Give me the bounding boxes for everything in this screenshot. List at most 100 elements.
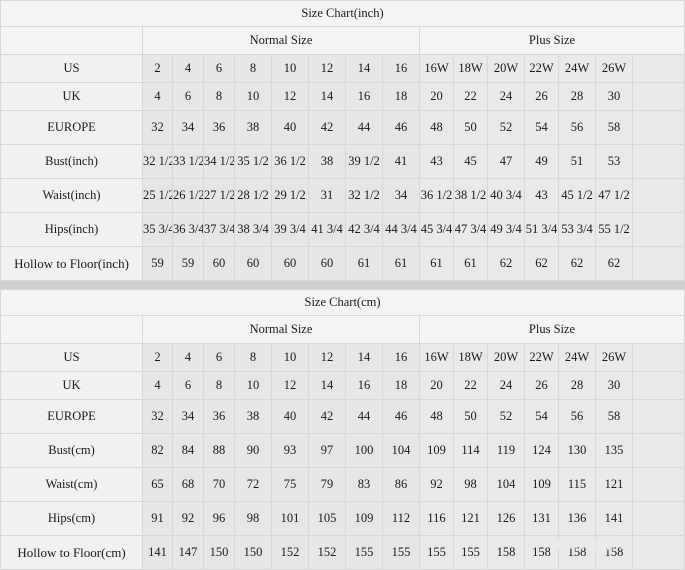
cell-hips-11: 131 (524, 501, 559, 536)
table-row: UK 4 6 8 10 12 14 16 18 20 22 24 26 28 3… (0, 371, 685, 400)
cell-europe-1: 34 (172, 399, 204, 434)
cell-us-2: 6 (203, 343, 235, 372)
cell-us-5: 12 (308, 343, 346, 372)
cell-waist-4: 29 1/2 (271, 178, 309, 213)
cell-bust-8: 109 (419, 433, 454, 468)
cell-bust-4: 36 1/2 (271, 144, 309, 179)
cell-hollow-6: 61 (345, 246, 383, 281)
cell-europe-0: 32 (142, 110, 173, 145)
cell-us-6: 14 (345, 54, 383, 83)
cell-europe-11: 54 (524, 399, 559, 434)
cell-bust-8: 43 (419, 144, 454, 179)
cell-us-9: 18W (453, 54, 488, 83)
group-blank-cell (0, 315, 143, 344)
cell-uk-2: 8 (203, 82, 235, 111)
cell-hips-10: 126 (487, 501, 525, 536)
row-label-hips: Hips(cm) (0, 501, 143, 536)
cell-uk-5: 14 (308, 371, 346, 400)
cell-europe-7: 46 (382, 399, 420, 434)
cell-europe-0: 32 (142, 399, 173, 434)
cell-europe-3: 38 (234, 399, 272, 434)
cell-bust-12: 130 (558, 433, 596, 468)
cell-hollow-8: 61 (419, 246, 454, 281)
cell-bust-9: 45 (453, 144, 488, 179)
cell-uk-6: 16 (345, 371, 383, 400)
table-row: US 2 4 6 8 10 12 14 16 16W 18W 20W 22W 2… (0, 343, 685, 372)
size-chart-cm-table: Size Chart(cm) Normal Size Plus Size US … (0, 289, 685, 570)
cell-bust-4: 93 (271, 433, 309, 468)
cell-us-7: 16 (382, 54, 420, 83)
group-header-plus-size: Plus Size (418, 26, 685, 55)
cell-us-13: 26W (595, 343, 633, 372)
row-label-uk: UK (0, 82, 143, 111)
table-row: Bust(inch) 32 1/2 33 1/2 34 1/2 35 1/2 3… (0, 144, 685, 179)
table-row: Waist(inch) 25 1/2 26 1/2 27 1/2 28 1/2 … (0, 178, 685, 213)
cell-uk-8: 20 (419, 82, 454, 111)
cell-europe-8: 48 (419, 110, 454, 145)
group-blank-cell (0, 26, 143, 55)
cell-waist-8: 92 (419, 467, 454, 502)
cell-europe-10: 52 (487, 110, 525, 145)
cell-europe-6: 44 (345, 110, 383, 145)
cell-us-6: 14 (345, 343, 383, 372)
cell-hollow-1: 147 (172, 535, 204, 570)
row-label-us: US (0, 343, 143, 372)
cell-uk-0: 4 (142, 371, 173, 400)
cell-hips-3: 98 (234, 501, 272, 536)
cell-waist-5: 79 (308, 467, 346, 502)
cell-hips-1: 92 (172, 501, 204, 536)
cell-us-9: 18W (453, 343, 488, 372)
row-label-waist: Waist(cm) (0, 467, 143, 502)
row-label-hollow-to-floor: Hollow to Floor(cm) (0, 535, 143, 570)
cell-bust-13: 135 (595, 433, 633, 468)
row-label-europe: EUROPE (0, 399, 143, 434)
cell-us-8: 16W (419, 54, 454, 83)
cell-hips-6: 109 (345, 501, 383, 536)
cell-waist-5: 31 (308, 178, 346, 213)
cell-uk-7: 18 (382, 82, 420, 111)
cell-us-12: 24W (558, 54, 596, 83)
cell-hollow-12: 158 (558, 535, 596, 570)
cell-hollow-1: 59 (172, 246, 204, 281)
cell-europe-9: 50 (453, 399, 488, 434)
cell-uk-1: 6 (172, 82, 204, 111)
size-chart-inch-block: Size Chart(inch) Normal Size Plus Size U… (0, 0, 685, 281)
cell-waist-1: 68 (172, 467, 204, 502)
cell-bust-6: 39 1/2 (345, 144, 383, 179)
cell-us-10: 20W (487, 343, 525, 372)
cell-uk-9: 22 (453, 82, 488, 111)
cell-europe-4: 40 (271, 110, 309, 145)
cell-waist-2: 27 1/2 (203, 178, 235, 213)
cell-hollow-13: 62 (595, 246, 633, 281)
cell-us-4: 10 (271, 343, 309, 372)
group-header-normal-size: Normal Size (142, 26, 420, 55)
cell-hollow-7: 61 (382, 246, 420, 281)
table-row: Hips(inch) 35 3/4 36 3/4 37 3/4 38 3/4 3… (0, 212, 685, 247)
cell-hips-1: 36 3/4 (172, 212, 204, 247)
cell-uk-0: 4 (142, 82, 173, 111)
cell-hips-12: 136 (558, 501, 596, 536)
cell-europe-6: 44 (345, 399, 383, 434)
cell-europe-pad (631, 110, 685, 145)
cell-uk-10: 24 (487, 371, 525, 400)
cell-waist-0: 25 1/2 (142, 178, 173, 213)
cell-uk-6: 16 (345, 82, 383, 111)
cell-waist-8: 36 1/2 (419, 178, 454, 213)
cell-hollow-3: 60 (234, 246, 272, 281)
row-label-waist: Waist(inch) (0, 178, 143, 213)
cell-hips-13: 141 (595, 501, 633, 536)
cell-europe-3: 38 (234, 110, 272, 145)
cell-bust-2: 34 1/2 (203, 144, 235, 179)
cell-waist-10: 40 3/4 (487, 178, 525, 213)
cell-hollow-12: 62 (558, 246, 596, 281)
cell-europe-8: 48 (419, 399, 454, 434)
group-header-plus-size: Plus Size (418, 315, 685, 344)
cell-hips-11: 51 3/4 (524, 212, 559, 247)
cell-us-13: 26W (595, 54, 633, 83)
cell-hollow-9: 155 (453, 535, 488, 570)
cell-waist-9: 38 1/2 (453, 178, 488, 213)
cell-waist-10: 104 (487, 467, 525, 502)
group-header-row: Normal Size Plus Size (0, 315, 685, 344)
table-row: Bust(cm) 82 84 88 90 93 97 100 104 109 1… (0, 433, 685, 468)
cell-uk-3: 10 (234, 82, 272, 111)
